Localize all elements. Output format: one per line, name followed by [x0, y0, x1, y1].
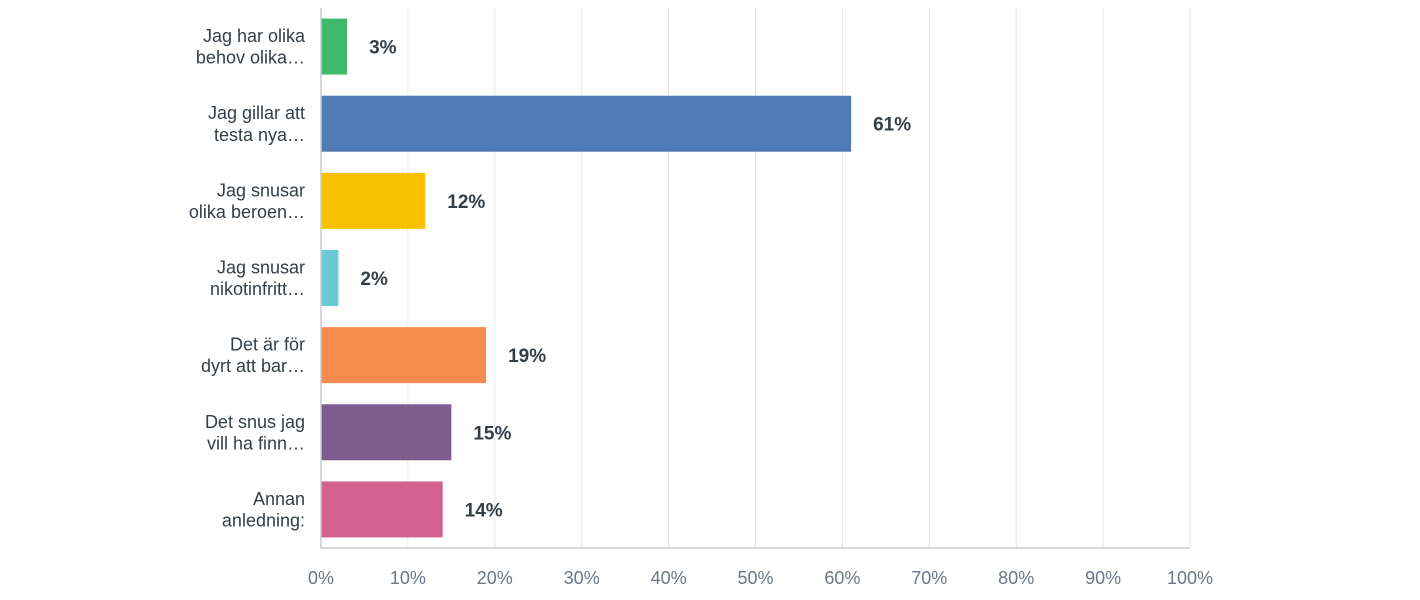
category-label: Jag snusar nikotinfritt… — [210, 258, 305, 300]
gridlines — [407, 8, 1191, 548]
category-label: Jag har olika behov olika… — [196, 26, 306, 68]
value-label: 2% — [360, 269, 388, 290]
category-label: Jag snusar olika beroen… — [189, 180, 305, 222]
category-label: Det är för dyrt att bar… — [201, 335, 305, 377]
category-label-line: Annan — [253, 489, 305, 509]
category-label-line: Det snus jag — [205, 412, 305, 432]
category-label: Det snus jag vill ha finn… — [205, 412, 305, 454]
bar — [321, 404, 452, 461]
category-label-line: anledning: — [222, 511, 305, 531]
x-tick-label: 50% — [737, 568, 773, 588]
bar — [321, 172, 426, 229]
x-tick-label: 10% — [390, 568, 426, 588]
category-label-line: Jag har olika — [203, 26, 306, 46]
x-tick-label: 20% — [477, 568, 513, 588]
category-label-line: vill ha finn… — [207, 433, 305, 453]
bar — [321, 327, 487, 384]
bar — [321, 481, 443, 538]
x-tick-label: 0% — [308, 568, 334, 588]
value-label: 14% — [465, 500, 503, 521]
category-label-line: nikotinfritt… — [210, 279, 305, 299]
category-label-line: Jag gillar att — [208, 103, 305, 123]
category-label-line: Jag snusar — [217, 258, 305, 278]
bar — [321, 250, 339, 306]
x-tick-label: 80% — [998, 568, 1034, 588]
value-label: 3% — [369, 38, 397, 59]
bar — [321, 95, 852, 152]
category-labels: Jag har olika behov olika… Jag gillar att t… — [189, 26, 306, 530]
x-tick-label: 100% — [1167, 568, 1213, 588]
category-label: Jag gillar att testa nya… — [208, 103, 305, 145]
category-label: Annan anledning: — [222, 489, 305, 531]
value-labels: 3% 61% 12% 2% 19% 15% 14% — [360, 38, 911, 522]
x-tick-label: 90% — [1085, 568, 1121, 588]
value-label: 12% — [447, 192, 485, 213]
value-label: 19% — [508, 346, 546, 367]
value-label: 15% — [473, 423, 511, 444]
bar — [321, 18, 348, 75]
x-tick-label: 70% — [911, 568, 947, 588]
x-tick-label: 40% — [651, 568, 687, 588]
category-label-line: Jag snusar — [217, 180, 305, 200]
bars — [321, 18, 852, 538]
x-tick-label: 60% — [824, 568, 860, 588]
category-label-line: Det är för — [230, 335, 305, 355]
x-tick-label: 30% — [564, 568, 600, 588]
category-label-line: olika beroen… — [189, 202, 305, 222]
x-axis-ticks: 0% 10% 20% 30% 40% 50% 60% 70% 80% 90% 100% — [308, 568, 1213, 588]
category-label-line: testa nya… — [214, 125, 305, 145]
value-label: 61% — [873, 115, 911, 136]
category-label-line: behov olika… — [196, 48, 305, 68]
category-label-line: dyrt att bar… — [201, 356, 305, 376]
